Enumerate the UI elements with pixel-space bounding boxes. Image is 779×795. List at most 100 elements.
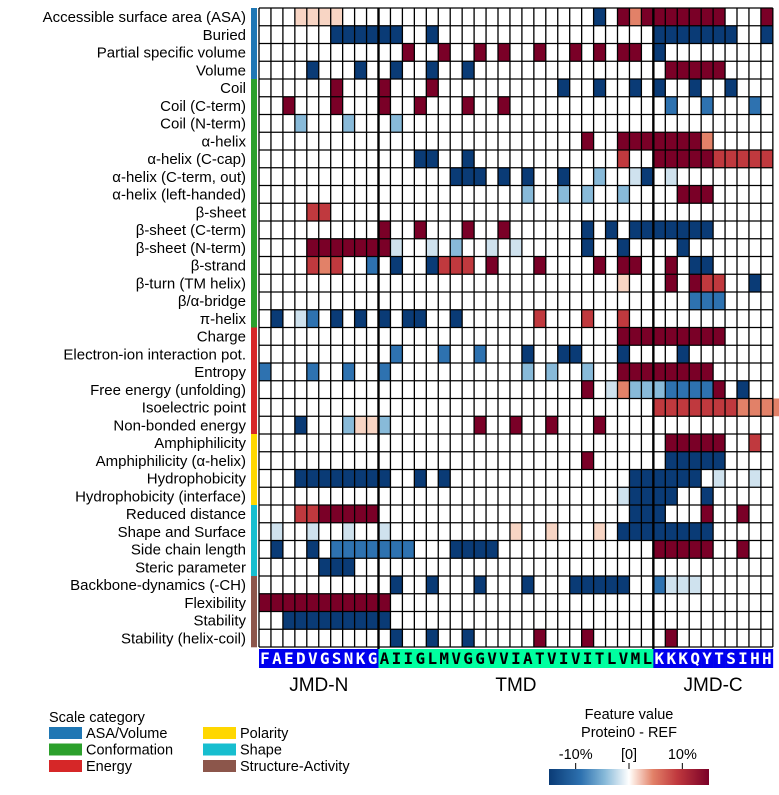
- legend-label: Shape: [240, 743, 282, 759]
- heatmap-cell: [665, 629, 678, 647]
- heatmap-cell: [462, 61, 475, 79]
- sequence-cell-bg: [641, 649, 654, 668]
- sequence-residue: A: [272, 649, 282, 668]
- colorbar-title: Feature value: [585, 707, 674, 723]
- heatmap-cell: [378, 309, 391, 328]
- row-label: β-strand: [191, 258, 246, 275]
- heatmap-cell: [581, 576, 594, 594]
- heatmap-cell: [760, 8, 773, 26]
- legend-label: Structure-Activity: [240, 759, 350, 775]
- heatmap-cell: [366, 540, 379, 559]
- category-bar-segment: [251, 8, 257, 27]
- category-bar-segment: [251, 79, 257, 98]
- heatmap-cell: [653, 576, 666, 594]
- heatmap-cell: [737, 380, 749, 399]
- heatmap-cell: [294, 505, 307, 523]
- heatmap-cell: [713, 150, 726, 168]
- row-label: α-helix: [201, 133, 246, 150]
- sequence-cell-bg: [462, 649, 475, 668]
- heatmap-cell: [378, 25, 391, 44]
- category-bar-segment: [251, 629, 257, 648]
- sequence-cell-bg: [450, 649, 463, 668]
- heatmap-cell: [354, 416, 367, 434]
- heatmap-cell: [498, 43, 510, 62]
- heatmap-cell: [509, 238, 522, 257]
- row-label: Stability: [193, 613, 246, 630]
- sequence-cell-bg: [593, 649, 606, 668]
- heatmap-cell: [677, 398, 690, 417]
- row-label: β-sheet: [196, 204, 247, 221]
- heatmap-cell: [378, 611, 391, 630]
- sequence-residue: V: [487, 649, 497, 668]
- heatmap-cell: [521, 167, 534, 186]
- row-label: Shape and Surface: [118, 524, 246, 541]
- heatmap-cell: [366, 238, 379, 257]
- heatmap-cell: [713, 380, 726, 399]
- sequence-cell-bg: [533, 649, 547, 668]
- sequence-residue: T: [535, 649, 545, 668]
- heatmap-cell: [414, 469, 427, 488]
- legend-label: Conformation: [86, 743, 173, 759]
- category-bar-segment: [251, 380, 257, 399]
- heatmap-cell: [390, 25, 403, 44]
- region-label: TMD: [495, 675, 536, 696]
- heatmap-cell: [318, 505, 331, 523]
- category-bar-segment: [251, 416, 257, 435]
- row-label: Steric parameter: [135, 559, 246, 576]
- sequence-residue: K: [655, 649, 665, 668]
- heatmap-cell: [521, 576, 534, 594]
- region-labels: JMD-N TMD JMD-C: [289, 675, 742, 696]
- heatmap-cell: [354, 540, 367, 559]
- heatmap-cell: [498, 96, 510, 115]
- heatmap-cell: [713, 398, 726, 417]
- heatmap-cell: [294, 416, 307, 434]
- category-legend: Scale categoryASA/VolumeConformationEner…: [49, 710, 350, 775]
- heatmap-cell: [617, 238, 630, 257]
- heatmap-cell: [366, 256, 379, 275]
- heatmap-cell: [689, 576, 702, 594]
- heatmap-cell: [677, 61, 690, 79]
- heatmap-cell: [474, 540, 487, 559]
- heatmap-cell: [701, 540, 714, 559]
- heatmap-cell: [689, 451, 702, 470]
- heatmap-cell: [593, 8, 606, 26]
- heatmap-cell: [390, 576, 403, 594]
- heatmap-cell: [665, 380, 678, 399]
- heatmap-cell: [701, 221, 714, 239]
- heatmap-cell: [665, 363, 678, 381]
- heatmap-cell: [378, 79, 391, 97]
- sequence-residue: A: [380, 649, 390, 668]
- heatmap-cell: [342, 25, 355, 44]
- category-bars: [251, 8, 257, 648]
- sequence-residue: G: [320, 649, 330, 668]
- sequence-residue: V: [499, 649, 509, 668]
- heatmap-cell: [713, 434, 726, 452]
- heatmap-cell: [701, 256, 714, 275]
- heatmap-cell: [689, 469, 702, 488]
- sequence-cell-bg: [414, 649, 427, 668]
- colorbar-tick-label: [0]: [621, 747, 637, 763]
- category-bar-segment: [251, 522, 257, 541]
- heatmap-cell: [270, 540, 283, 559]
- heatmap-cell: [629, 469, 642, 488]
- heatmap-cell: [653, 363, 666, 381]
- heatmap-cell: [605, 380, 618, 399]
- heatmap-cell: [593, 43, 606, 62]
- heatmap-cell: [617, 150, 630, 168]
- heatmap-cell: [390, 114, 403, 133]
- sequence-residue: L: [607, 649, 617, 668]
- sequence-cell-bg: [354, 649, 367, 668]
- heatmap-cell: [617, 274, 630, 292]
- row-label: β-turn (TM helix): [136, 275, 246, 292]
- heatmap-cell: [653, 221, 666, 239]
- heatmap-cell: [545, 522, 558, 541]
- heatmap-cell: [354, 25, 367, 44]
- heatmap-cell: [294, 309, 307, 328]
- sequence-residue: V: [571, 649, 581, 668]
- heatmap-cell: [713, 25, 726, 44]
- heatmap-cell: [677, 185, 690, 204]
- heatmap-cell: [617, 576, 630, 594]
- heatmap-cell: [677, 363, 690, 381]
- heatmap-cell: [306, 505, 319, 523]
- region-label: JMD-N: [289, 675, 348, 696]
